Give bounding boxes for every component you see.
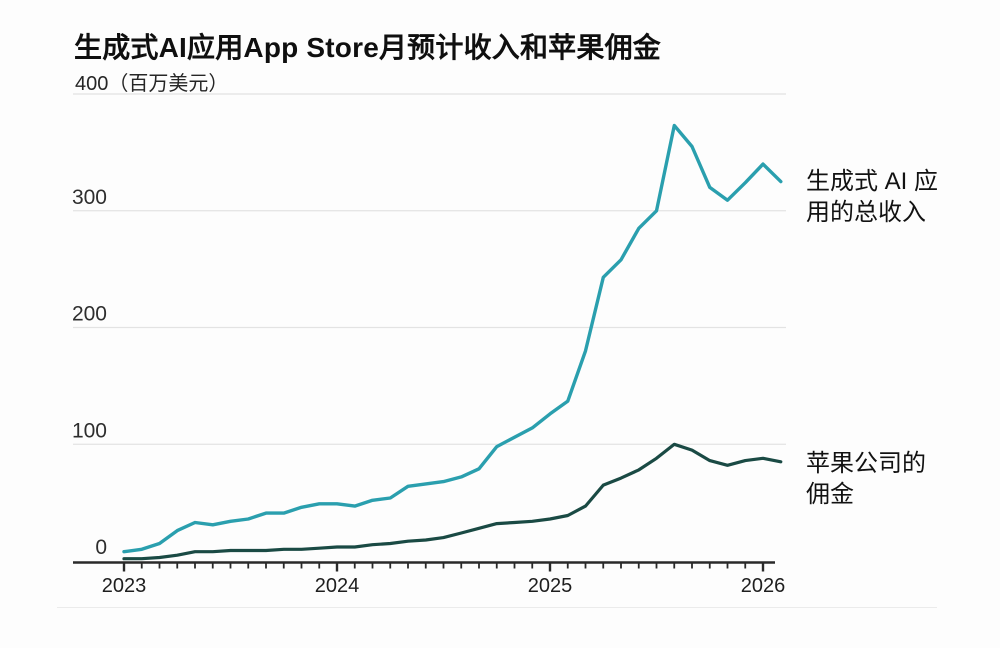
series-label-commission-line1: 苹果公司的 (806, 450, 926, 477)
y-axis-unit-label: （百万美元） (108, 73, 229, 95)
y-tick-label-100: 100 (72, 419, 107, 442)
y-tick-label-200: 200 (72, 303, 107, 326)
y-tick-label-400: 400 (75, 73, 109, 95)
series-label-commission: 苹果公司的 佣金 (806, 448, 926, 510)
y-tick-label-0: 0 (95, 536, 107, 559)
series-label-commission-line2: 佣金 (806, 481, 854, 508)
x-tick-label-2023: 2023 (102, 575, 147, 597)
series-line-commission (122, 442, 783, 561)
chart-title: 生成式AI应用App Store月预计收入和苹果佣金 (74, 32, 661, 63)
x-tick-label-2026: 2026 (741, 575, 786, 597)
x-tick-label-2024: 2024 (315, 575, 360, 597)
series-label-revenue: 生成式 AI 应 用的总收入 (806, 166, 938, 228)
series-line-revenue (122, 123, 783, 554)
y-axis-unit-row: 400（百万美元） (75, 67, 228, 96)
x-tick-label-2025: 2025 (528, 575, 573, 597)
bottom-divider (57, 607, 937, 608)
series-label-revenue-line1: 生成式 AI 应 (806, 168, 939, 195)
y-tick-label-300: 300 (72, 186, 107, 209)
series-label-revenue-line2: 用的总收入 (806, 199, 926, 226)
